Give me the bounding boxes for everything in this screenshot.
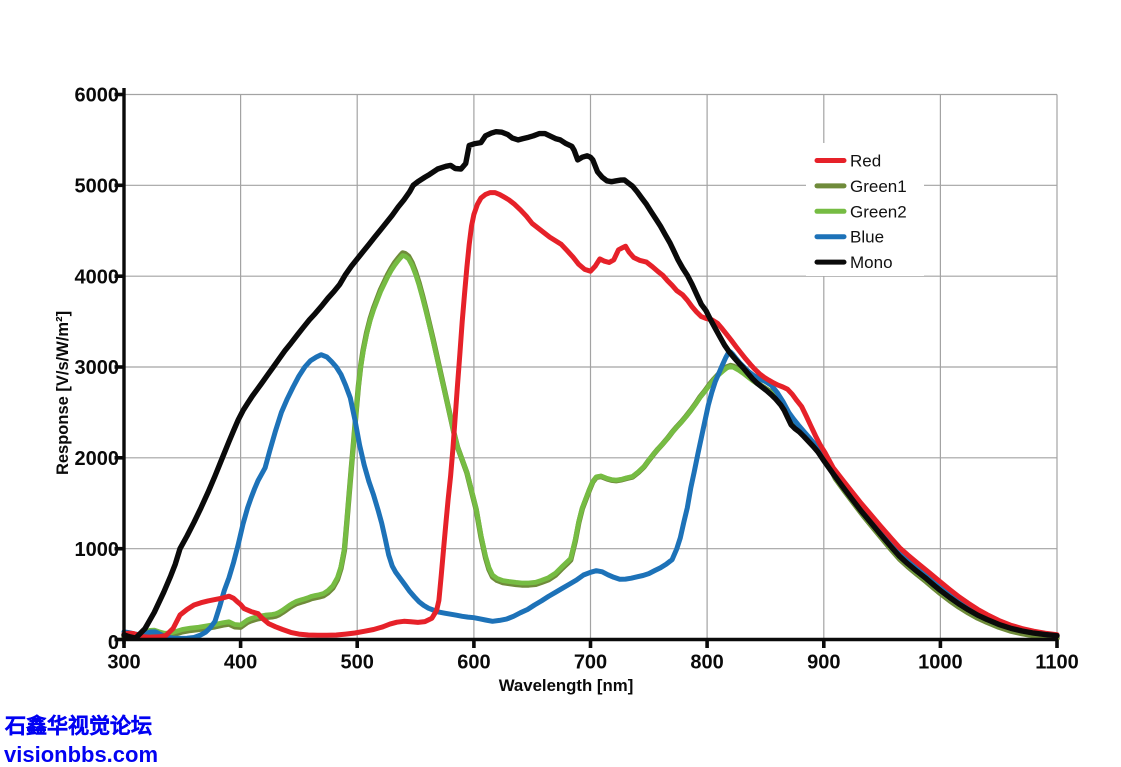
svg-text:600: 600 xyxy=(457,652,490,674)
svg-text:Green1: Green1 xyxy=(850,177,907,196)
svg-text:2000: 2000 xyxy=(75,448,120,470)
svg-text:Wavelength [nm]: Wavelength [nm] xyxy=(499,676,634,695)
svg-text:800: 800 xyxy=(690,652,723,674)
svg-text:900: 900 xyxy=(807,652,840,674)
svg-text:Blue: Blue xyxy=(850,228,884,247)
svg-text:石鑫华视觉论坛: 石鑫华视觉论坛 xyxy=(4,714,152,738)
svg-text:Mono: Mono xyxy=(850,253,893,272)
svg-text:500: 500 xyxy=(341,652,374,674)
svg-text:visionbbs.com: visionbbs.com xyxy=(4,742,158,767)
svg-text:Red: Red xyxy=(850,152,881,171)
svg-text:400: 400 xyxy=(224,652,257,674)
svg-text:Green2: Green2 xyxy=(850,202,907,221)
svg-text:5000: 5000 xyxy=(75,176,120,198)
svg-text:0: 0 xyxy=(108,632,119,654)
svg-text:4000: 4000 xyxy=(75,266,120,288)
svg-text:3000: 3000 xyxy=(75,357,120,379)
svg-text:300: 300 xyxy=(107,652,140,674)
svg-text:1000: 1000 xyxy=(918,652,963,674)
svg-text:6000: 6000 xyxy=(75,85,120,107)
svg-text:1000: 1000 xyxy=(75,539,120,561)
svg-text:700: 700 xyxy=(574,652,607,674)
svg-text:Response [V/s/W/m²]: Response [V/s/W/m²] xyxy=(54,311,72,475)
svg-text:1100: 1100 xyxy=(1035,652,1078,674)
